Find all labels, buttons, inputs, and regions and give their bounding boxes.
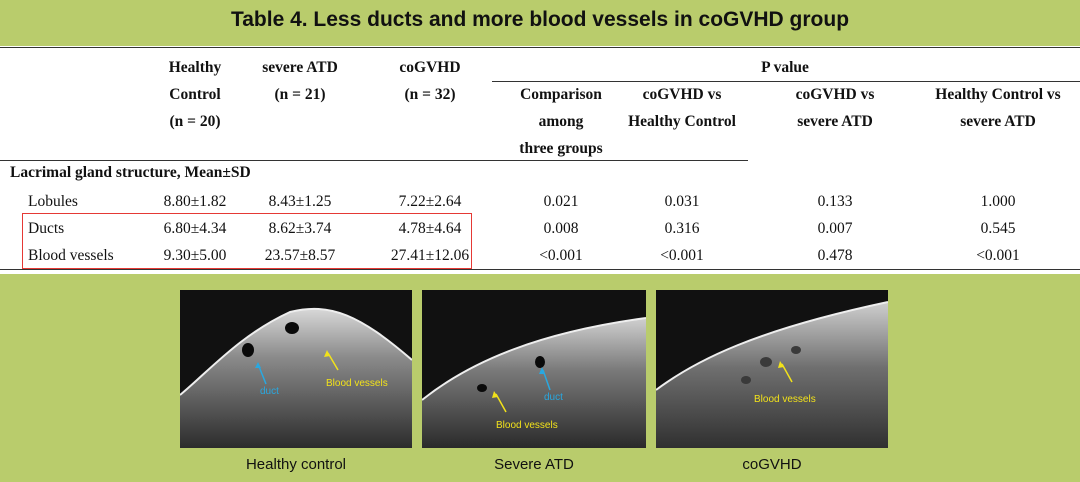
header-cogvhd: coGVHD (n = 32)	[399, 59, 461, 103]
header-comparison: Comparison among three groups	[519, 86, 603, 157]
row-label-blood-vessels: Blood vessels	[28, 247, 114, 264]
header-bottom-rule	[0, 160, 748, 161]
cell: 0.007	[817, 220, 853, 237]
caption-severe-atd: Severe ATD	[494, 456, 574, 473]
oct-scan-cogvhd: Blood vessels	[656, 290, 888, 448]
vessels-label: Blood vessels	[754, 394, 816, 405]
table-bottom-rule	[0, 269, 1080, 270]
cell: 0.478	[817, 247, 853, 264]
header-hc-vs-atd: Healthy Control vs severe ATD	[935, 86, 1061, 130]
cell: 8.62±3.74	[268, 220, 332, 237]
cell: 0.133	[817, 193, 853, 210]
header-healthy: Healthy Control (n = 20)	[168, 59, 222, 130]
caption-healthy: Healthy control	[245, 456, 347, 473]
cell: <0.001	[660, 247, 704, 264]
cell: 8.43±1.25	[268, 193, 332, 210]
cell: 0.021	[543, 193, 579, 210]
page-title: Table 4. Less ducts and more blood vesse…	[230, 8, 850, 31]
cell: 8.80±1.82	[163, 193, 227, 210]
cell: 6.80±4.34	[163, 220, 227, 237]
header-cog-vs-hc: coGVHD vs Healthy Control	[628, 86, 736, 130]
cell: 4.78±4.64	[398, 220, 462, 237]
header-p-value: P value	[761, 59, 809, 76]
cell: 27.41±12.06	[390, 247, 470, 264]
row-label-lobules: Lobules	[28, 193, 78, 210]
cell: 1.000	[980, 193, 1016, 210]
cell: 9.30±5.00	[163, 247, 227, 264]
cell: 0.031	[664, 193, 700, 210]
row-label-ducts: Ducts	[28, 220, 65, 237]
duct-label: duct	[544, 392, 563, 403]
cell: 7.22±2.64	[398, 193, 462, 210]
header-cog-vs-atd: coGVHD vs severe ATD	[795, 86, 875, 130]
caption-cogvhd: coGVHD	[742, 456, 802, 473]
vessels-label: Blood vessels	[326, 378, 388, 389]
results-table: Healthy Control (n = 20) severe ATD (n =…	[0, 46, 1080, 274]
cell: <0.001	[539, 247, 583, 264]
vessels-label: Blood vessels	[496, 420, 558, 431]
cell: 0.316	[664, 220, 700, 237]
duct-label: duct	[260, 386, 279, 397]
table-top-rule	[0, 47, 1080, 48]
p-value-rule	[492, 81, 1080, 82]
oct-image-healthy: duct Blood vessels	[180, 290, 412, 448]
header-severe-atd: severe ATD (n = 21)	[262, 59, 338, 103]
section-label: Lacrimal gland structure, Mean±SD	[10, 164, 251, 181]
highlight-box	[22, 213, 472, 269]
cell: 23.57±8.57	[264, 247, 336, 264]
cell: 0.008	[543, 220, 579, 237]
oct-image-severe-atd: duct Blood vessels	[422, 290, 646, 448]
oct-scan-healthy: duct Blood vessels	[180, 290, 412, 448]
oct-image-cogvhd: Blood vessels	[656, 290, 888, 448]
cell: 0.545	[980, 220, 1016, 237]
oct-scan-severe-atd: duct Blood vessels	[422, 290, 646, 448]
title-band: Table 4. Less ducts and more blood vesse…	[0, 0, 1080, 46]
cell: <0.001	[976, 247, 1020, 264]
